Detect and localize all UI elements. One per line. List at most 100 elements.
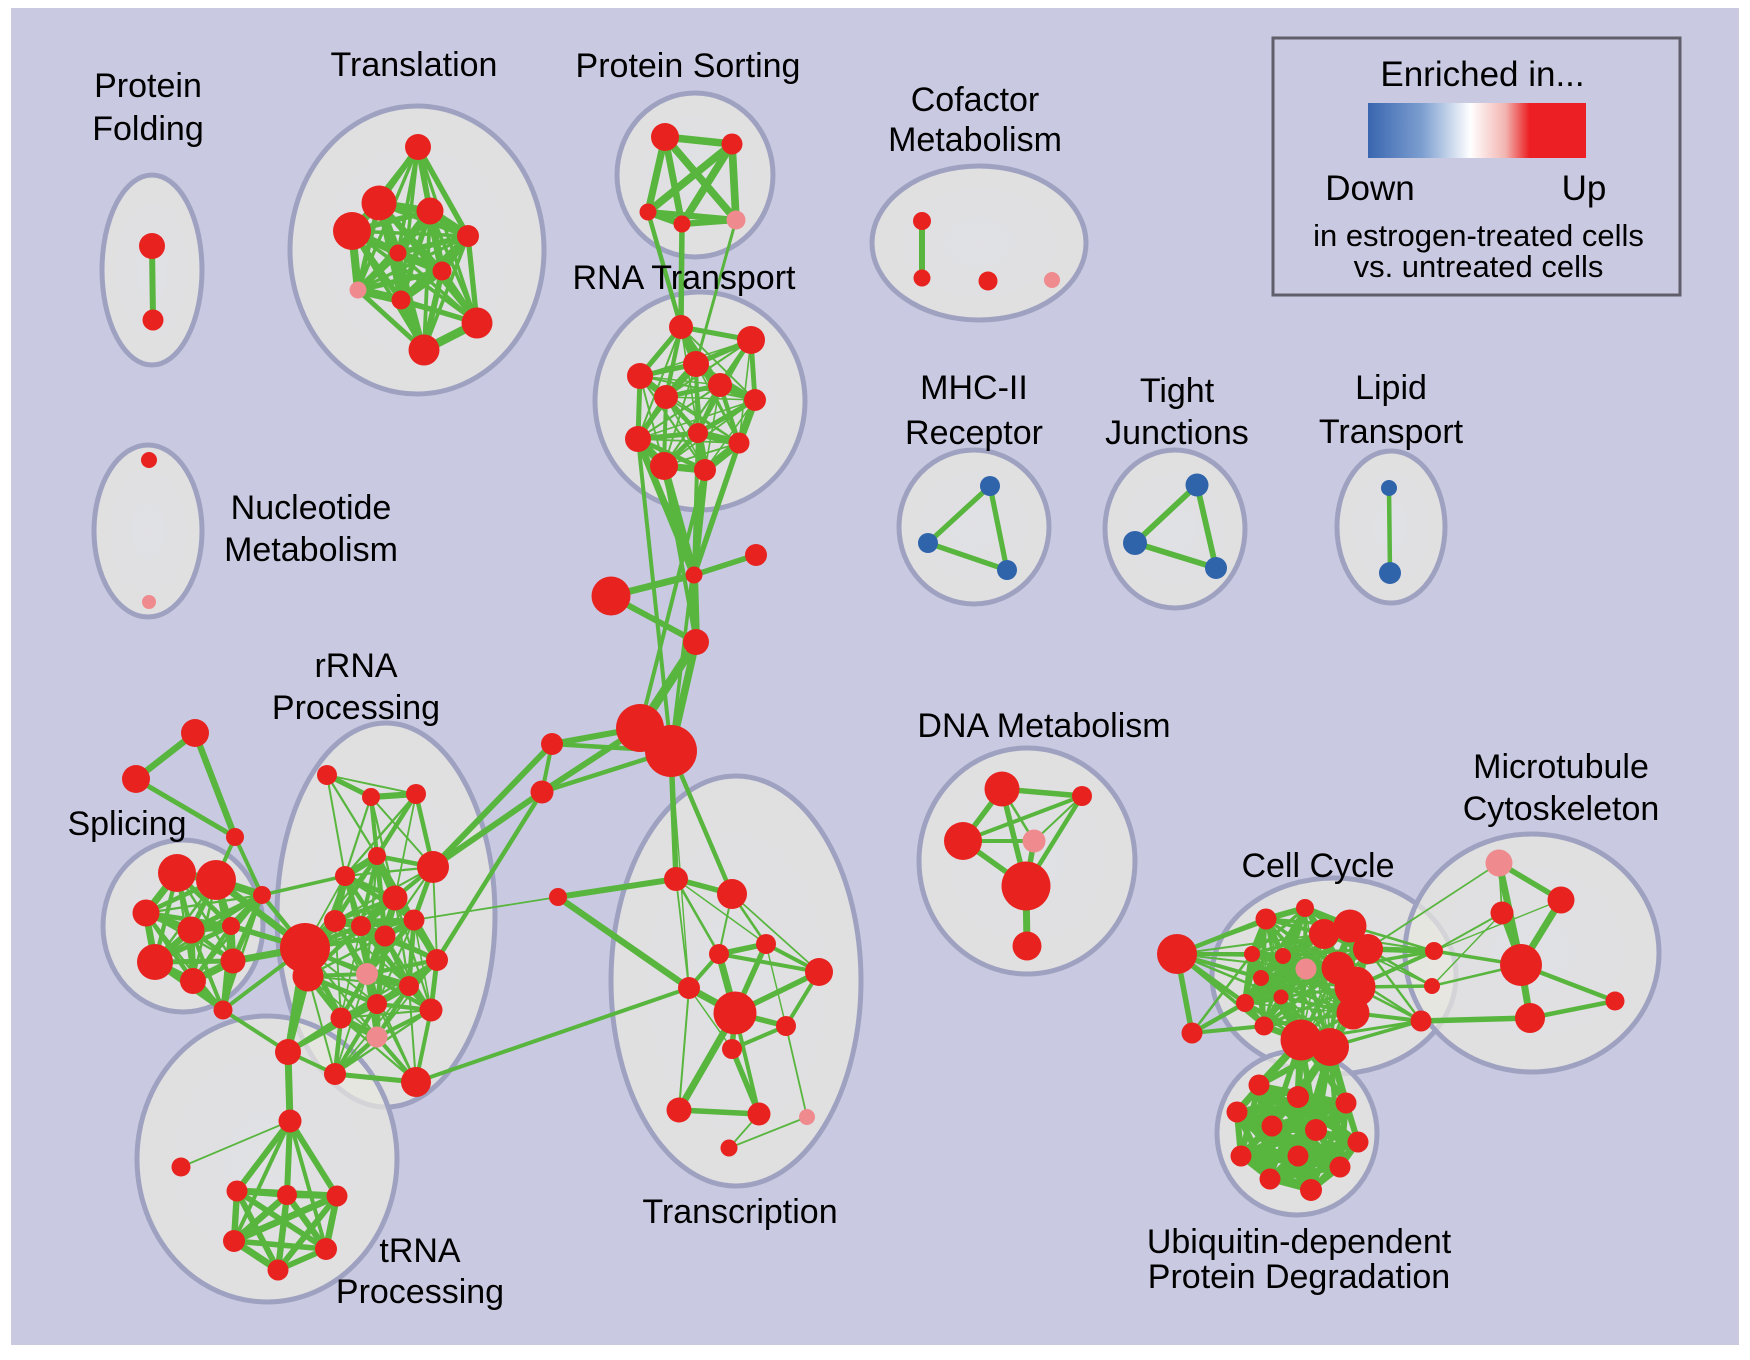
- edge-tx12-tx8: [785, 1025, 808, 1118]
- edge-ps5-rt3: [694, 219, 738, 365]
- gene-set-node-tr1: [405, 134, 431, 160]
- cluster-label-microtubule-cytoskeleton: Microtubule Cytoskeleton: [1463, 748, 1660, 828]
- gene-set-node-sp5: [222, 917, 240, 935]
- edge-tc2-tn4: [232, 1120, 292, 1242]
- legend-title: Enriched in...: [1380, 55, 1584, 94]
- edge-rr11-rr16: [406, 919, 417, 987]
- gene-set-node-sp1: [158, 854, 196, 892]
- gene-set-node-rr10: [374, 925, 396, 947]
- gene-set-node-tr5: [457, 225, 479, 247]
- cluster-label-tight-junctions: Tight Junctions: [1105, 372, 1249, 452]
- cluster-label-line: Processing: [336, 1273, 504, 1311]
- gene-set-node-cc3: [1255, 908, 1277, 930]
- gene-set-node-cf1: [913, 212, 931, 230]
- gene-set-node-cc10: [1254, 1016, 1274, 1036]
- legend-box: [1271, 36, 1682, 297]
- gene-set-node-rr20: [366, 1026, 388, 1048]
- gene-set-node-tn6: [267, 1259, 289, 1281]
- cluster-label-ubiquitin-dependent-protein-degradation: Ubiquitin-dependent Protein Degradation: [1147, 1223, 1452, 1296]
- edge-ps2-ps4: [678, 141, 736, 227]
- gene-set-node-sp2: [196, 860, 236, 900]
- gene-set-node-tc3: [171, 1157, 191, 1177]
- gene-set-node-rr18: [419, 998, 443, 1022]
- gene-set-node-ps3: [639, 203, 657, 221]
- gene-set-node-tr11: [408, 334, 440, 366]
- gene-set-node-rt8: [625, 426, 651, 452]
- gene-set-node-ps1: [651, 123, 679, 151]
- gene-set-node-ch8: [530, 780, 554, 804]
- edge-ch6-rt12: [669, 469, 707, 752]
- edge-tr1-tr5: [415, 145, 471, 238]
- gene-set-node-tj3: [1205, 557, 1227, 579]
- gene-set-node-mt4: [1500, 944, 1542, 986]
- gene-set-node-sp3: [132, 899, 160, 927]
- cluster-label-line: Metabolism: [888, 121, 1062, 159]
- gene-set-node-st2: [122, 765, 150, 793]
- cluster-label-line: tRNA: [379, 1232, 461, 1270]
- edge-ch9-tx1: [557, 876, 677, 900]
- edge-rr11-rr13: [307, 918, 415, 978]
- gene-set-node-dm2: [1072, 786, 1092, 806]
- gene-set-node-cc13: [1333, 909, 1367, 943]
- gene-set-node-cc4: [1296, 899, 1314, 917]
- edge-rr3-rr6: [344, 793, 417, 877]
- gene-set-node-ub9: [1287, 1145, 1309, 1167]
- edge-rr13-rr21: [307, 975, 336, 1075]
- gene-set-node-cc6: [1275, 948, 1291, 964]
- gene-set-node-tx1: [664, 867, 688, 891]
- edge-rr14-rr15: [366, 957, 438, 977]
- gene-set-node-sp7: [180, 968, 206, 994]
- gene-set-node-tr9: [391, 290, 411, 310]
- gene-set-node-cc19: [1311, 1028, 1349, 1066]
- gene-set-node-ub6: [1305, 1119, 1327, 1141]
- gene-set-node-rr22: [401, 1067, 431, 1097]
- edge-tr7-tr8: [357, 268, 443, 293]
- edge-tc2-tn3: [287, 1119, 340, 1198]
- gene-set-node-rt12: [694, 459, 716, 481]
- gene-set-node-ch1: [685, 566, 703, 584]
- gene-set-node-tn3: [326, 1185, 348, 1207]
- gene-set-node-ub2: [1287, 1086, 1309, 1108]
- edge-tn3-tn6: [275, 1194, 340, 1272]
- edge-tj1-tj3: [1194, 484, 1219, 569]
- edge-rt6-rt7: [665, 396, 756, 401]
- gene-set-node-tr10: [461, 307, 493, 339]
- edge-rr1-rr6: [326, 774, 346, 877]
- edge-tx12-tx13: [728, 1116, 808, 1149]
- edge-tx10-tx6: [678, 987, 690, 1111]
- gene-set-node-tx7: [713, 991, 757, 1035]
- gene-set-node-sp8: [220, 948, 246, 974]
- gene-set-node-ps5: [726, 210, 746, 230]
- gene-set-node-cc14: [1353, 934, 1383, 964]
- gene-set-node-tx8: [776, 1016, 796, 1036]
- gene-set-node-mt3: [1490, 901, 1514, 925]
- cluster-label-dna-metabolism: DNA Metabolism: [917, 707, 1170, 745]
- legend-down-label: Down: [1325, 169, 1414, 208]
- gene-set-node-mt2: [1547, 886, 1575, 914]
- gene-set-node-nm2: [142, 595, 156, 609]
- edge-tj2-tj3: [1134, 540, 1217, 571]
- legend-caption-line1: in estrogen-treated cells: [1313, 218, 1644, 253]
- gene-set-node-ub7: [1347, 1131, 1369, 1153]
- cluster-label-line: Nucleotide: [231, 489, 392, 527]
- gene-set-node-rr21: [324, 1063, 346, 1085]
- gene-set-node-cc16: [1334, 966, 1376, 1008]
- gene-set-node-cf2: [913, 269, 931, 287]
- cluster-label-lipid-transport: Lipid Transport: [1319, 369, 1464, 451]
- gene-set-node-tj1: [1185, 473, 1209, 497]
- gene-set-node-tx6: [678, 977, 700, 999]
- edge-rr1-rr3: [326, 774, 417, 795]
- gene-set-node-tr8: [349, 281, 367, 299]
- edge-st1-st3: [191, 731, 239, 839]
- gene-set-node-rt7: [744, 389, 766, 411]
- gene-set-node-rt5: [708, 373, 732, 397]
- gene-set-node-rr11: [403, 909, 425, 931]
- edge-rr3-rr4: [375, 792, 418, 858]
- nodes-layer: [122, 123, 1625, 1281]
- edge-cc19-ub10: [1327, 1046, 1343, 1168]
- gene-set-node-tr4: [333, 212, 371, 250]
- gene-set-node-rr4: [368, 847, 386, 865]
- edge-tn3-tn4: [232, 1192, 339, 1245]
- gene-set-node-rr2: [362, 788, 380, 806]
